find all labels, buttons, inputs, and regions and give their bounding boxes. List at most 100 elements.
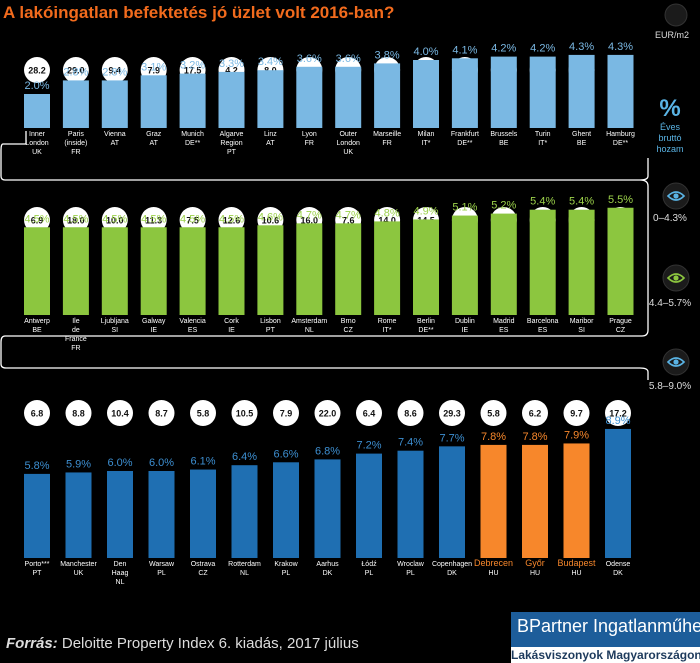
eur-label-den-haag: 10.4 (111, 409, 129, 419)
value-label-copenhagen: 7.7% (439, 432, 464, 444)
city-label-madrid-0: Madrid (493, 318, 515, 325)
value-label-aarhus: 6.8% (315, 445, 340, 457)
value-label-wroclaw: 7.4% (398, 437, 423, 449)
value-label-gy-r: 7.8% (522, 431, 547, 443)
eur-circle-cork (218, 207, 245, 233)
bar-rotterdam (231, 465, 258, 558)
value-label-amsterdam: 4.7% (297, 209, 322, 221)
bar-outer-london (335, 66, 362, 128)
value-label-krakow: 6.6% (273, 448, 298, 460)
eur-circle-gy-r (522, 400, 548, 426)
city-label-munich-0: Munich (181, 131, 204, 138)
source-label: Forrás: (6, 635, 58, 652)
city-label-copenhagen-0: Copenhagen (432, 561, 472, 568)
percent-desc-2: bruttó (658, 133, 682, 143)
value-label-manchester: 5.9% (66, 458, 91, 470)
country-label-rome: IT* (383, 327, 392, 334)
bar-d (356, 453, 382, 558)
bar-amsterdam (296, 223, 323, 315)
legend-band-2-eye-icon-pupil (673, 275, 679, 281)
chart-title: A lakóingatlan befektetés jó üzlet volt … (3, 3, 395, 22)
legend-band-3-eye-icon (666, 357, 686, 367)
bar-paris-inside (62, 80, 89, 128)
city-label-brno-0: Brno (341, 318, 356, 325)
city-label-dublin-0: Dublin (455, 318, 475, 325)
country-label-lisbon: PT (266, 327, 276, 334)
bar-rome (374, 221, 401, 315)
bar-copenhagen (439, 446, 465, 558)
eur-circle-inner-london (24, 57, 50, 83)
city-label-turin-0: Turin (535, 131, 551, 138)
bar-graz (140, 75, 167, 128)
value-label-outer-london: 3.6% (336, 53, 361, 65)
eur-label-krakow: 7.9 (280, 409, 293, 419)
value-label-paris-inside: 2.8% (63, 66, 88, 78)
value-label-ostrava: 6.1% (190, 456, 215, 468)
city-label-milan-0: Milan (418, 131, 435, 138)
bar-antwerp (24, 227, 50, 315)
bar-cork (218, 227, 245, 315)
eur-label-copenhagen: 29.3 (443, 409, 461, 419)
eur-label-lisbon: 10.6 (262, 216, 280, 226)
city-label-paris-inside-1: (inside) (64, 140, 87, 147)
legend-band-1-label: 0–4.3% (653, 213, 687, 224)
value-label-brno: 4.7% (336, 209, 361, 221)
country-label-brno: CZ (344, 327, 354, 334)
country-label-madrid: ES (499, 327, 509, 334)
value-label-berlin: 4.9% (413, 205, 438, 217)
eur-label-ostrava: 5.8 (197, 409, 210, 419)
eur-label-antwerp: 6.9 (31, 216, 44, 226)
bar-porto (24, 473, 50, 558)
bar-brussels (490, 56, 517, 128)
eur-label-manchester: 8.8 (72, 409, 85, 419)
city-label-marseille-0: Marseille (373, 131, 401, 138)
city-label-debrecen-0: Debrecen (474, 558, 513, 568)
value-label-ljubljana: 4.5% (102, 213, 127, 225)
bar-madrid (490, 213, 517, 315)
country-label-valencia: ES (188, 327, 198, 334)
country-label-krakow: PL (282, 570, 291, 577)
country-label-porto: PT (33, 570, 43, 577)
city-label-lyon-0: Lyon (302, 131, 317, 138)
country-label-prague: CZ (616, 327, 626, 334)
bar-munich (179, 73, 206, 128)
value-label-ghent: 4.3% (569, 41, 594, 53)
bar-dublin (451, 215, 478, 315)
value-label-turin: 4.2% (530, 43, 555, 55)
country-label-cork: IE (228, 327, 235, 334)
country-label-linz: AT (266, 140, 275, 147)
country-label-inner-london: UK (32, 149, 42, 156)
eur-circle-galway (140, 207, 167, 233)
eur-label-debrecen: 5.8 (487, 409, 500, 419)
city-label-maribor-0: Maribor (570, 318, 594, 325)
eur-circle-aarhus (314, 400, 341, 426)
country-label-outer-london: UK (343, 149, 353, 156)
city-label-warsaw-0: Warsaw (149, 561, 175, 568)
city-label-vienna-0: Vienna (104, 131, 126, 138)
eur-label-algarve-region: 4.2 (225, 66, 238, 76)
eur-label-rome: 14.0 (378, 216, 396, 226)
city-label-valencia-0: Valencia (179, 318, 205, 325)
bar-berlin (413, 219, 439, 315)
source-note: Forrás: Deloitte Property Index 6. kiadá… (6, 635, 359, 652)
country-label-vienna: AT (111, 140, 120, 147)
legend-band-3-eye-icon-pupil (673, 359, 679, 365)
value-label-rotterdam: 6.4% (232, 451, 257, 463)
value-label-prague: 5.5% (608, 194, 633, 206)
value-label-munich: 3.2% (180, 60, 205, 72)
value-label-dublin: 5.1% (452, 202, 477, 214)
legend-band-1-eye-icon-pupil (673, 193, 679, 199)
eur-label-ile-de-france: 18.0 (67, 216, 85, 226)
legend-unit-label: EUR/m2 (655, 30, 690, 40)
eur-circle-ostrava (190, 400, 216, 426)
city-label-den-haag-1: Haag (112, 570, 129, 577)
legend-band-1-eye-icon (666, 191, 686, 201)
country-label-algarve-region: PT (227, 149, 237, 156)
country-label-budapest: HU (571, 570, 581, 577)
value-label-porto: 5.8% (24, 460, 49, 472)
city-label-algarve-region-0: Algarve (220, 131, 244, 138)
logo-line1: BPartner Ingatlanműhely (517, 616, 700, 636)
eur-label-gy-r: 6.2 (529, 409, 542, 419)
city-label-rome-0: Rome (378, 318, 397, 325)
